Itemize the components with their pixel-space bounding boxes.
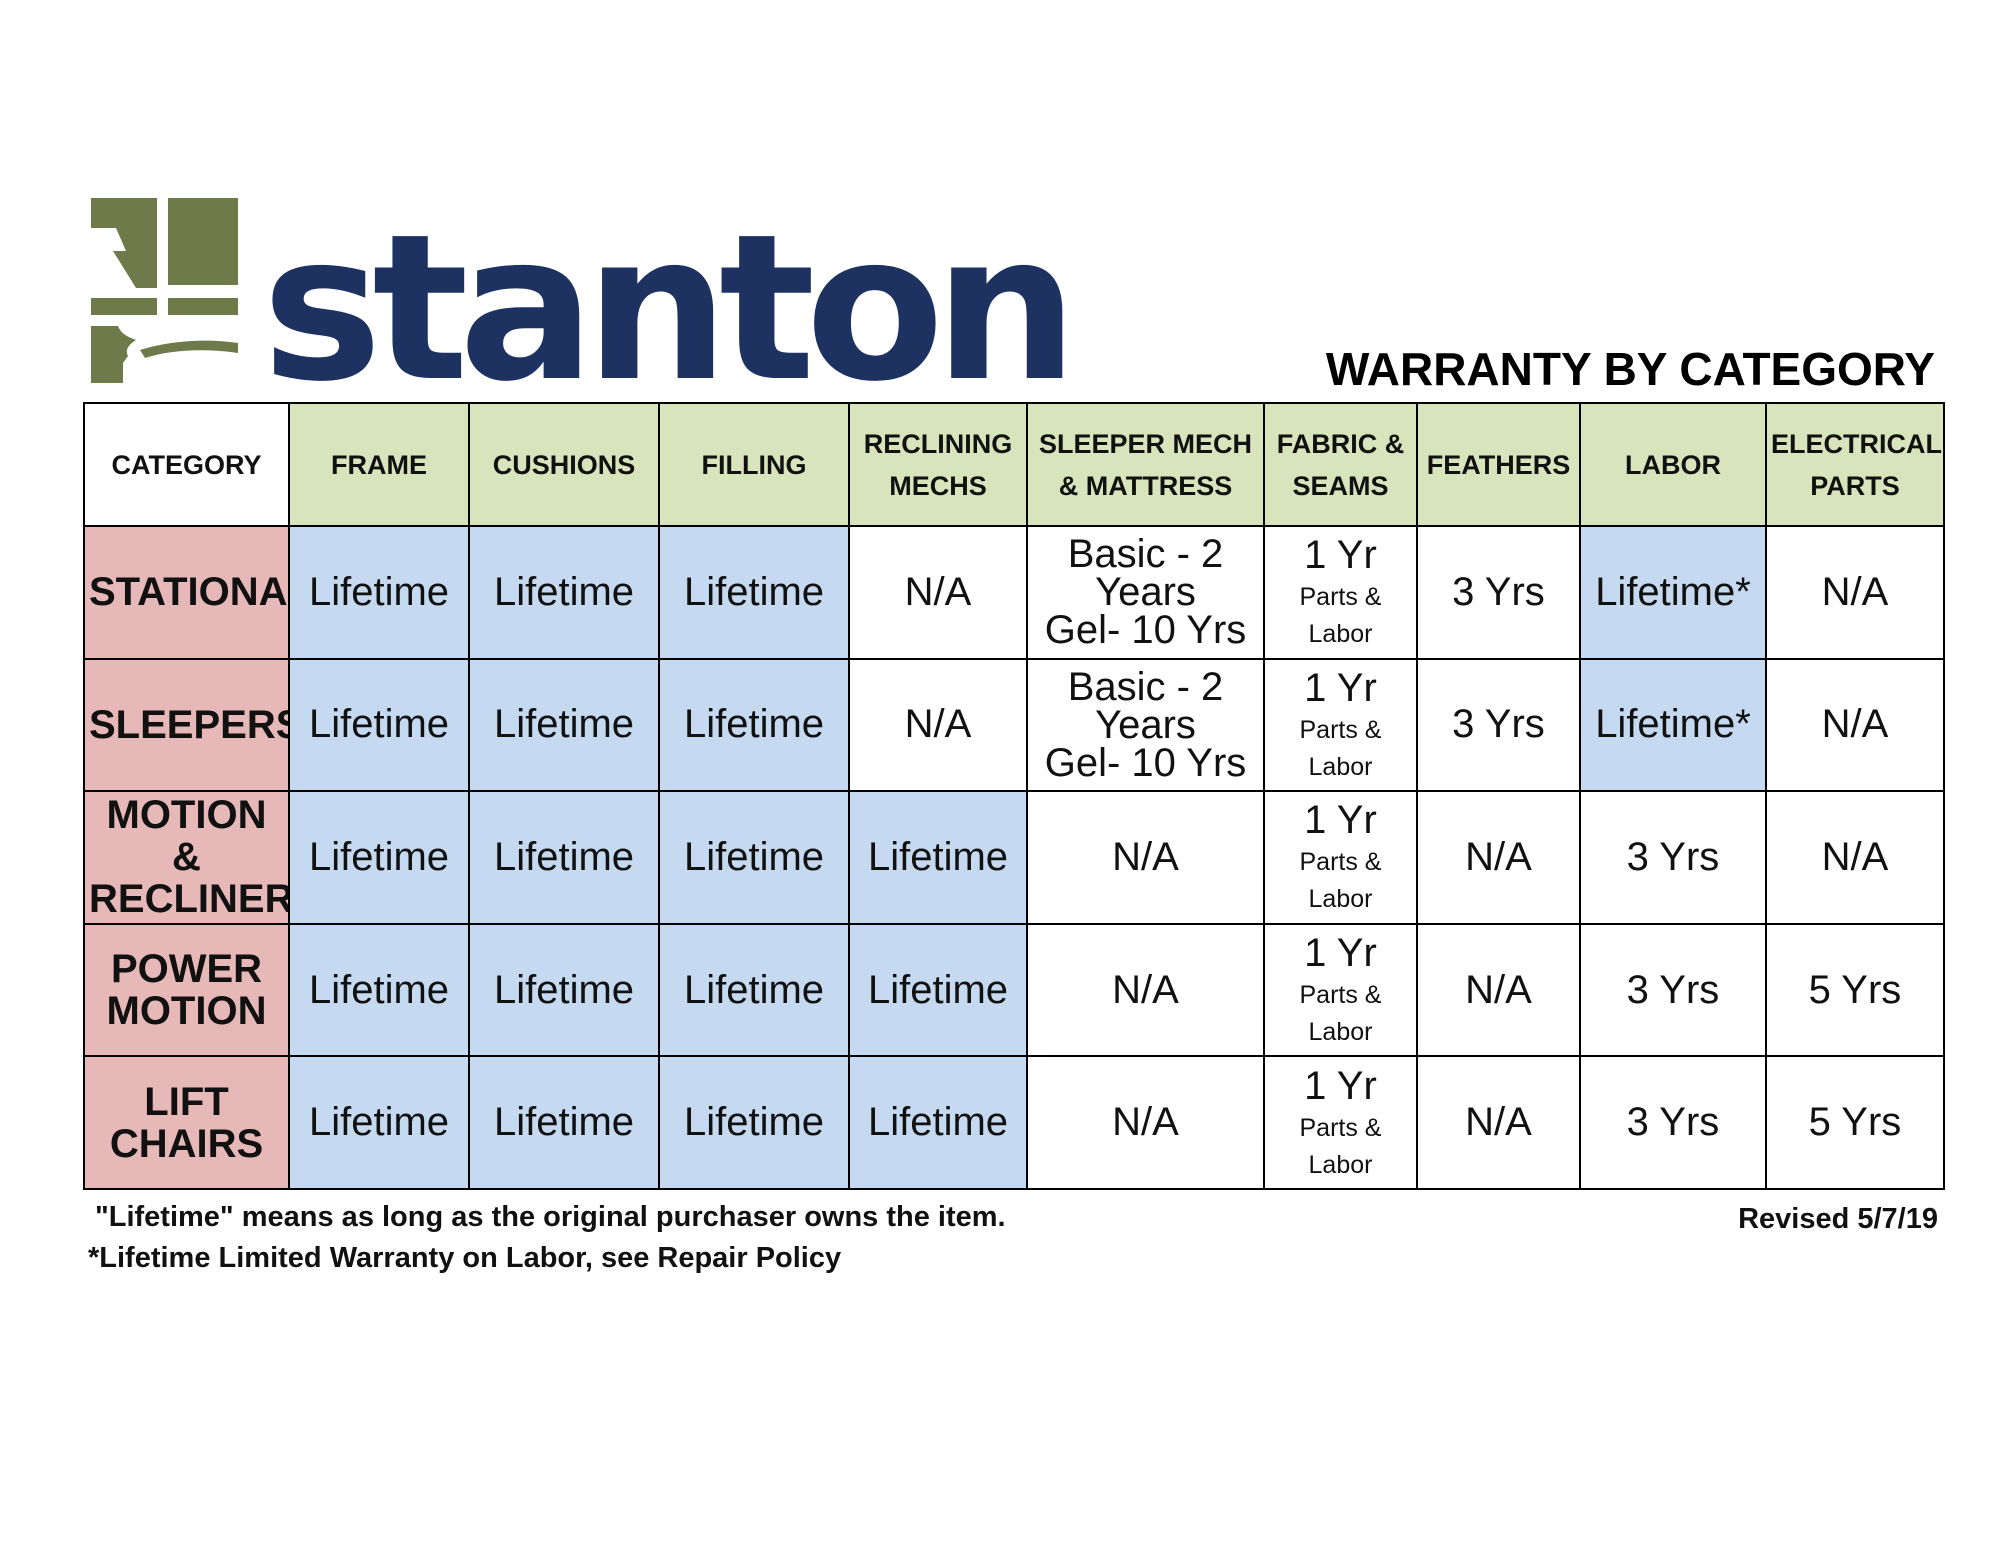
cell-electrical: 5 Yrs bbox=[1765, 1055, 1945, 1190]
cell-fabric: 1 Yr Parts & Labor bbox=[1263, 790, 1418, 925]
cell-cushions: Lifetime bbox=[468, 525, 660, 660]
cell-frame: Lifetime bbox=[288, 1055, 470, 1190]
cell-reclining: N/A bbox=[848, 525, 1028, 660]
cell-labor: 3 Yrs bbox=[1579, 790, 1767, 925]
column-header-category: CATEGORY bbox=[83, 402, 290, 527]
cell-filling: Lifetime bbox=[658, 1055, 850, 1190]
cell-electrical: N/A bbox=[1765, 790, 1945, 925]
table-row: POWER MOTION Lifetime Lifetime Lifetime L… bbox=[83, 922, 1945, 1058]
lifetime-definition-note: "Lifetime" means as long as the original… bbox=[95, 1201, 1006, 1233]
cell-electrical: N/A bbox=[1765, 525, 1945, 660]
stanton-wordmark: stanton bbox=[262, 190, 1078, 426]
column-header-fabric-seams: FABRIC & SEAMS bbox=[1263, 402, 1418, 527]
column-header-electrical-parts: ELECTRICAL PARTS bbox=[1765, 402, 1945, 527]
cell-fabric: 1 Yr Parts & Labor bbox=[1263, 1055, 1418, 1190]
cell-fabric: 1 Yr Parts & Labor bbox=[1263, 922, 1418, 1058]
cell-sleeper: Basic - 2 Years Gel- 10 Yrs bbox=[1026, 657, 1265, 793]
cell-reclining: N/A bbox=[848, 657, 1028, 793]
cell-labor: Lifetime* bbox=[1579, 525, 1767, 660]
column-header-labor: LABOR bbox=[1579, 402, 1767, 527]
cell-labor: 3 Yrs bbox=[1579, 922, 1767, 1058]
cell-frame: Lifetime bbox=[288, 790, 470, 925]
labor-warranty-note: *Lifetime Limited Warranty on Labor, see… bbox=[88, 1242, 842, 1274]
cell-reclining: Lifetime bbox=[848, 1055, 1028, 1190]
cell-electrical: N/A bbox=[1765, 657, 1945, 793]
cell-reclining: Lifetime bbox=[848, 790, 1028, 925]
cell-filling: Lifetime bbox=[658, 657, 850, 793]
stanton-logo-mark-icon bbox=[91, 198, 238, 383]
row-category: POWER MOTION bbox=[83, 922, 290, 1058]
column-header-reclining-mechs: RECLINING MECHS bbox=[848, 402, 1028, 527]
cell-sleeper: N/A bbox=[1026, 790, 1265, 925]
cell-cushions: Lifetime bbox=[468, 922, 660, 1058]
cell-cushions: Lifetime bbox=[468, 790, 660, 925]
column-header-sleeper-mech: SLEEPER MECH & MATTRESS bbox=[1026, 402, 1265, 527]
cell-cushions: Lifetime bbox=[468, 1055, 660, 1190]
stanton-logo bbox=[88, 198, 928, 383]
cell-filling: Lifetime bbox=[658, 790, 850, 925]
cell-frame: Lifetime bbox=[288, 657, 470, 793]
row-category: STATIONARY bbox=[83, 525, 290, 660]
cell-electrical: 5 Yrs bbox=[1765, 922, 1945, 1058]
revised-date: Revised 5/7/19 bbox=[1738, 1203, 1938, 1235]
cell-filling: Lifetime bbox=[658, 922, 850, 1058]
warranty-table: CATEGORY FRAME CUSHIONS FILLING RECLININ… bbox=[83, 402, 1945, 1190]
row-category: MOTION &RECLINERS bbox=[83, 790, 290, 925]
cell-sleeper: Basic - 2 Years Gel- 10 Yrs bbox=[1026, 525, 1265, 660]
cell-frame: Lifetime bbox=[288, 525, 470, 660]
cell-reclining: Lifetime bbox=[848, 922, 1028, 1058]
table-header-row: CATEGORY FRAME CUSHIONS FILLING RECLININ… bbox=[83, 402, 1945, 527]
cell-frame: Lifetime bbox=[288, 922, 470, 1058]
cell-filling: Lifetime bbox=[658, 525, 850, 660]
column-header-cushions: CUSHIONS bbox=[468, 402, 660, 527]
cell-labor: 3 Yrs bbox=[1579, 1055, 1767, 1190]
table-row: SLEEPERS Lifetime Lifetime Lifetime N/A … bbox=[83, 657, 1945, 793]
column-header-feathers: FEATHERS bbox=[1416, 402, 1581, 527]
cell-feathers: 3 Yrs bbox=[1416, 657, 1581, 793]
row-category: SLEEPERS bbox=[83, 657, 290, 793]
cell-labor: Lifetime* bbox=[1579, 657, 1767, 793]
cell-fabric: 1 Yr Parts & Labor bbox=[1263, 525, 1418, 660]
table-row: LIFT CHAIRS Lifetime Lifetime Lifetime L… bbox=[83, 1055, 1945, 1190]
cell-feathers: 3 Yrs bbox=[1416, 525, 1581, 660]
column-header-frame: FRAME bbox=[288, 402, 470, 527]
cell-fabric: 1 Yr Parts & Labor bbox=[1263, 657, 1418, 793]
cell-feathers: N/A bbox=[1416, 790, 1581, 925]
column-header-filling: FILLING bbox=[658, 402, 850, 527]
table-row: STATIONARY Lifetime Lifetime Lifetime N/… bbox=[83, 525, 1945, 660]
row-category: LIFT CHAIRS bbox=[83, 1055, 290, 1190]
cell-feathers: N/A bbox=[1416, 1055, 1581, 1190]
page-title: WARRANTY BY CATEGORY bbox=[1325, 343, 1935, 395]
cell-feathers: N/A bbox=[1416, 922, 1581, 1058]
cell-cushions: Lifetime bbox=[468, 657, 660, 793]
cell-sleeper: N/A bbox=[1026, 922, 1265, 1058]
trademark-symbol: ™ bbox=[896, 286, 912, 303]
cell-sleeper: N/A bbox=[1026, 1055, 1265, 1190]
table-row: MOTION &RECLINERS Lifetime Lifetime Life… bbox=[83, 790, 1945, 925]
